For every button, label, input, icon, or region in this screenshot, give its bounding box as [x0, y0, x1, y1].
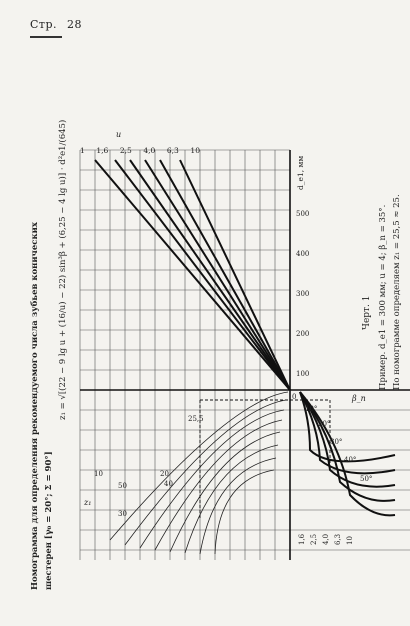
z-tick-50: 50: [118, 482, 127, 490]
u-label-10: 10: [190, 146, 200, 155]
u-label-40: 4,0: [143, 146, 156, 155]
z-tick-40: 40: [164, 480, 173, 488]
u-bottom-40: 4,0: [322, 533, 330, 545]
de-tick-200: 200: [296, 330, 310, 338]
z-tick-20: 20: [160, 470, 169, 478]
beta-tick-40: 40°: [344, 456, 357, 464]
de-axis-label: d_e1, мм: [296, 155, 305, 190]
drawing-label: Черт. 1: [362, 295, 372, 330]
nomogram-title: Номограмма для определения рекомендуемог…: [30, 222, 40, 590]
page-label-prefix: Стр.: [30, 18, 58, 31]
u-label-1: 1: [80, 146, 85, 155]
beta-tick-10: 10°: [305, 405, 318, 413]
page-number: Стр. 28: [30, 18, 88, 31]
u-bottom-10: 10: [346, 536, 354, 545]
grid-lines: [79, 149, 410, 560]
main-axes: [80, 150, 410, 560]
u-scale-label: u: [116, 130, 122, 139]
beta-axis-label: β_n: [352, 394, 366, 403]
beta-tick-20: 20°: [318, 420, 331, 428]
u-bottom-63: 6,3: [334, 533, 342, 545]
de-tick-300: 300: [296, 290, 310, 298]
nomogram-subtitle: шестерен [γ₀ = 20°; Σ = 90°]: [44, 451, 54, 590]
de-tick-100: 100: [296, 370, 310, 378]
u-rays: [94, 159, 291, 391]
beta-tick-30: 30°: [330, 438, 343, 446]
de-tick-400: 400: [296, 250, 310, 258]
z-axis-label: z₁: [84, 498, 92, 507]
u-bottom-16: 1,6: [298, 533, 306, 545]
example-line-1: Пример. d_e1 = 300 мм; u = 4; β_n = 35°.: [378, 204, 388, 390]
u-bottom-25: 2,5: [310, 533, 318, 545]
beta-tick-50: 50°: [360, 475, 373, 483]
z-curves: [299, 391, 396, 517]
example-z-value: 25,5: [188, 415, 204, 423]
page-label-number: 28: [67, 18, 83, 31]
u-label-25: 2,5: [119, 146, 132, 155]
z-tick-10: 10: [94, 470, 103, 478]
u-value-labels: 1 1,6 2,5 4,0 6,3 10: [80, 146, 200, 155]
example-line-2: По номограмме определяем z₁ = 25,5 ≈ 25.: [392, 194, 402, 390]
u-label-16: 1,6: [96, 146, 109, 155]
beta-tick-0: 0: [292, 393, 297, 401]
de-tick-500: 500: [296, 210, 310, 218]
nomogram-formula: z₁ = √[(22 − 9 lg u + (16/u) − 22) sin³β…: [58, 119, 68, 420]
z-tick-30: 30: [118, 510, 127, 518]
beta-curves: [109, 391, 289, 555]
u-label-63: 6,3: [166, 146, 179, 155]
header-rule: [30, 36, 62, 38]
example-path: [199, 399, 331, 520]
